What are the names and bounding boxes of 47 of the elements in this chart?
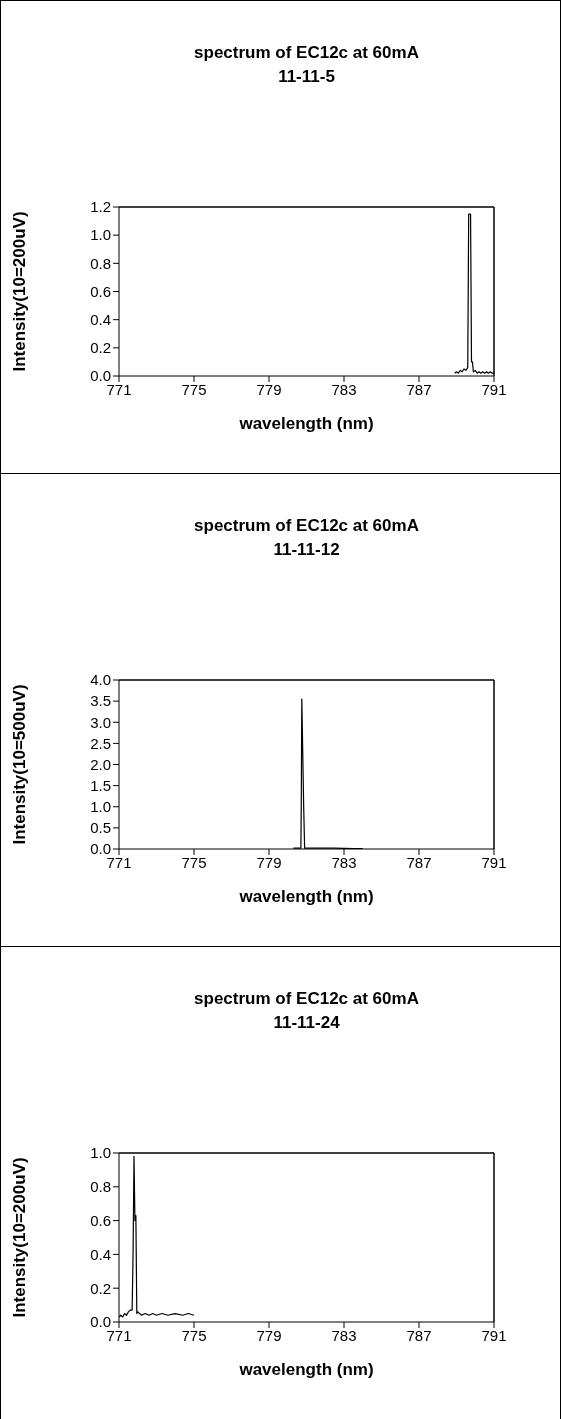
x-tick-label: 791 bbox=[481, 380, 507, 398]
y-tick-label: 2.5 bbox=[90, 734, 111, 752]
x-axis-title: wavelength (nm) bbox=[238, 887, 374, 906]
y-tick-label: 3.0 bbox=[90, 713, 111, 731]
y-axis-title: Intensity(10=200uV) bbox=[10, 1157, 30, 1318]
x-tick-label: 779 bbox=[256, 853, 282, 871]
chart-title: spectrum of EC12c at 60mA bbox=[193, 42, 420, 64]
y-tick-label: 0.6 bbox=[90, 1211, 111, 1229]
y-tick-label: 2.0 bbox=[90, 755, 111, 773]
x-tick-label: 783 bbox=[331, 380, 357, 398]
x-tick-label: 791 bbox=[481, 853, 507, 871]
y-tick-label: 3.5 bbox=[90, 692, 111, 710]
y-tick-label: 1.5 bbox=[90, 776, 111, 794]
y-tick-label: 4.0 bbox=[90, 671, 111, 689]
x-axis-title: wavelength (nm) bbox=[238, 414, 374, 433]
x-tick-label: 791 bbox=[481, 1326, 507, 1344]
y-axis-title: Intensity(10=200uV) bbox=[10, 211, 30, 372]
y-tick-label: 1.0 bbox=[90, 1144, 111, 1162]
y-tick-label: 0.2 bbox=[90, 1279, 111, 1297]
y-tick-label: 0.5 bbox=[90, 819, 111, 837]
y-tick-label: 0.4 bbox=[90, 310, 111, 328]
y-tick-label: 0.6 bbox=[90, 282, 111, 300]
x-tick-label: 787 bbox=[406, 380, 432, 398]
x-tick-label: 787 bbox=[406, 1326, 432, 1344]
x-tick-label: 783 bbox=[331, 853, 357, 871]
x-tick-label: 783 bbox=[331, 1326, 357, 1344]
chart-title: spectrum of EC12c at 60mA bbox=[193, 515, 420, 537]
x-tick-label: 775 bbox=[181, 380, 207, 398]
y-tick-label: 0.8 bbox=[90, 1178, 111, 1196]
x-tick-label: 779 bbox=[256, 1326, 282, 1344]
y-axis-title: Intensity(10=500uV) bbox=[10, 684, 30, 845]
chart-subtitle: 11-11-5 bbox=[277, 66, 336, 88]
chart-subtitle: 11-11-12 bbox=[272, 539, 341, 561]
x-tick-label: 775 bbox=[181, 853, 207, 871]
y-tick-label: 0.8 bbox=[90, 254, 111, 272]
y-tick-label: 0.2 bbox=[90, 339, 111, 357]
x-tick-label: 779 bbox=[256, 380, 282, 398]
y-tick-label: 1.2 bbox=[90, 198, 111, 216]
y-tick-label: 1.0 bbox=[90, 226, 111, 244]
x-tick-label: 775 bbox=[181, 1326, 207, 1344]
x-axis-title: wavelength (nm) bbox=[238, 1360, 374, 1379]
line-series bbox=[119, 1155, 195, 1318]
chart-subtitle: 11-11-24 bbox=[272, 1012, 341, 1034]
x-tick-label: 787 bbox=[406, 853, 432, 871]
y-tick-label: 0.4 bbox=[90, 1245, 111, 1263]
y-tick-label: 1.0 bbox=[90, 798, 111, 816]
chart-title: spectrum of EC12c at 60mA bbox=[193, 988, 420, 1010]
